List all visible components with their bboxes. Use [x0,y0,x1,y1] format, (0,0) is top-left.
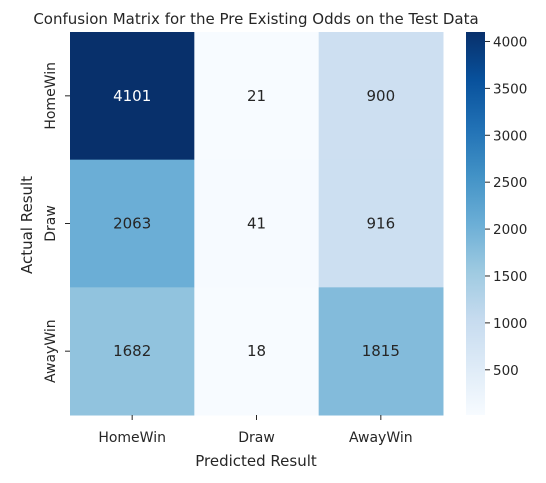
heatmap-cells: 4101 21 900 2063 41 916 1682 18 1815 [70,32,444,416]
colorbar-tick-label: 3000 [493,128,527,144]
colorbar-tick-label: 2000 [493,222,527,238]
colorbar-tick-label: 1500 [493,269,527,285]
cell-value-label: 900 [367,87,396,105]
heatmap-cell [194,32,320,161]
heatmap-cell [318,32,444,161]
heatmap-cell [318,287,444,416]
x-tick-label: Draw [238,430,275,446]
x-tick-label: HomeWin [98,430,166,446]
heatmap-cell [70,32,195,161]
cell-value-label: 4101 [113,87,151,105]
heatmap-cell [194,159,320,288]
colorbar [466,32,485,415]
cell-value-label: 916 [367,215,396,233]
y-tick-labels: HomeWin Draw AwayWin [43,62,70,383]
chart-title: Confusion Matrix for the Pre Existing Od… [33,10,478,28]
cell-value-label: 41 [247,215,266,233]
colorbar-tick-label: 500 [493,363,519,379]
heatmap-cell [70,159,195,288]
colorbar-tick-label: 3500 [493,81,527,97]
cell-value-label: 1815 [362,342,400,360]
colorbar-tick-label: 2500 [493,175,527,191]
colorbar-ticks: 500 1000 1500 2000 2500 3000 3500 4000 [485,34,527,379]
colorbar-tick-label: 1000 [493,316,527,332]
cell-value-label: 1682 [113,342,151,360]
y-axis-label: Actual Result [18,176,36,274]
x-tick-labels: HomeWin Draw AwayWin [98,415,413,446]
heatmap-cell [70,287,195,416]
y-tick-label: HomeWin [43,62,59,130]
cell-value-label: 18 [247,342,266,360]
cell-value-label: 2063 [113,215,151,233]
heatmap-cell [194,287,320,416]
colorbar-tick-label: 4000 [493,34,527,50]
x-tick-label: AwayWin [349,430,413,446]
y-tick-label: Draw [43,205,59,242]
heatmap-cell [318,159,444,288]
x-axis-label: Predicted Result [195,452,317,470]
cell-value-label: 21 [247,87,266,105]
y-tick-label: AwayWin [43,319,59,383]
